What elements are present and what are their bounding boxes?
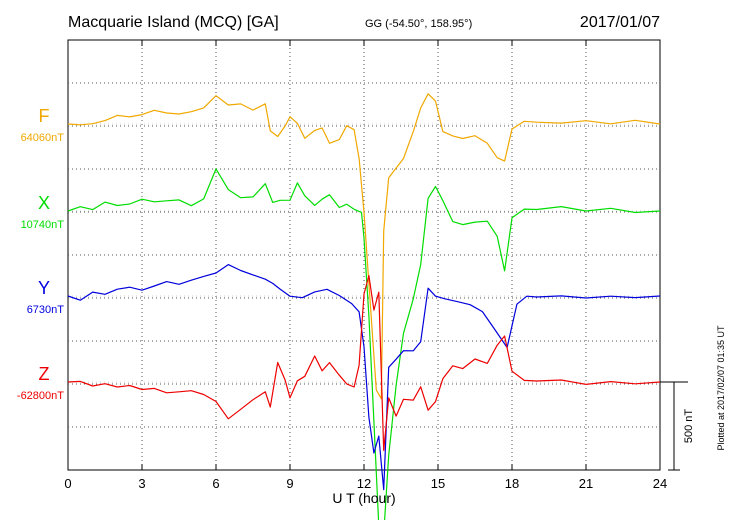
series-baseline-f: 64060nT [21, 132, 65, 144]
series-name-f: F [39, 106, 50, 126]
x-tick-label: 24 [653, 476, 667, 491]
x-axis-ticks: 0 3 6 9 12 15 18 21 24 [64, 40, 667, 491]
x-tick-label: 18 [505, 476, 519, 491]
scale-bar-label: 500 nT [683, 409, 695, 444]
x-tick-label: 0 [64, 476, 71, 491]
station-coordinates: GG (-54.50°, 158.95°) [365, 18, 472, 30]
series-baseline-z: -62800nT [17, 390, 64, 402]
series-line-x [67, 168, 661, 520]
x-tick-label: 3 [138, 476, 145, 491]
series-name-y: Y [38, 278, 50, 298]
plotted-timestamp: Plotted at 2017/02/07 01:35 UT [716, 325, 726, 451]
series-lines [67, 93, 661, 520]
series-baseline-y: 6730nT [27, 304, 65, 316]
grid-lines [68, 40, 660, 470]
x-tick-label: 12 [357, 476, 371, 491]
series-line-f [67, 93, 661, 400]
x-axis-label: U T (hour) [332, 490, 395, 506]
series-name-x: X [38, 193, 50, 213]
x-tick-label: 6 [212, 476, 219, 491]
series-baseline-x: 10740nT [21, 219, 65, 231]
x-tick-label: 15 [431, 476, 445, 491]
series-labels: F 64060nT X 10740nT Y 6730nT Z -62800nT [17, 106, 64, 402]
series-line-z [67, 275, 661, 451]
x-tick-label: 9 [286, 476, 293, 491]
chart-title: Macquarie Island (MCQ) [GA] [68, 14, 279, 31]
series-name-z: Z [39, 364, 50, 384]
chart-date: 2017/01/07 [580, 14, 660, 31]
x-tick-label: 21 [579, 476, 593, 491]
